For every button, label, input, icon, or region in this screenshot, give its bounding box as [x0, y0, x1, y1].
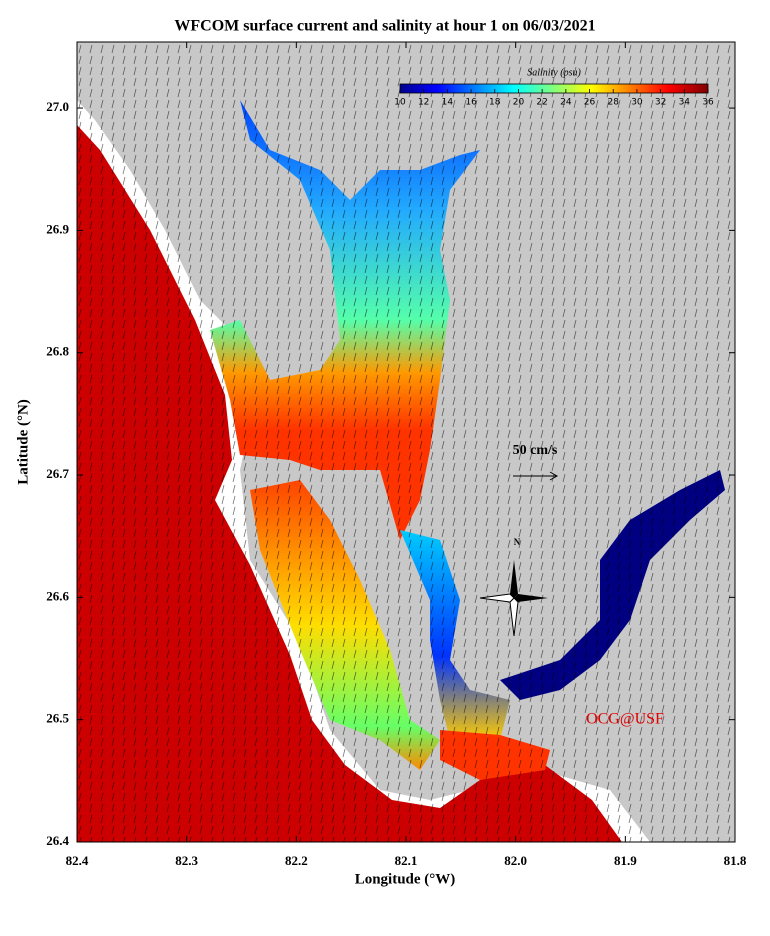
y-tick-label: 27.0: [46, 99, 69, 114]
x-axis-label: Longitude (°W): [355, 871, 456, 887]
y-axis-label: Latitude (°N): [15, 399, 31, 485]
x-tick-label: 81.8: [724, 853, 747, 868]
colorbar-tick-label: 20: [513, 98, 525, 108]
x-tick-label: 81.9: [614, 853, 637, 868]
x-tick-label: 82.0: [504, 853, 527, 868]
map-area: [77, 42, 735, 842]
colorbar-tick-label: 22: [536, 98, 547, 108]
scale-arrow-head: [549, 471, 559, 481]
colorbar-tick-label: 18: [489, 98, 501, 108]
y-tick-label: 26.5: [46, 711, 69, 726]
colorbar: [399, 83, 709, 94]
colorbar-tick-label: 16: [465, 98, 477, 108]
colorbar-tick-label: 24: [560, 98, 572, 108]
colorbar-tick-label: 34: [679, 98, 691, 108]
y-tick-label: 26.8: [46, 344, 69, 359]
y-tick-label: 26.4: [46, 833, 69, 848]
colorbar-tick-label: 28: [608, 98, 620, 108]
y-tick-label: 26.6: [46, 588, 69, 603]
credit: OCG@USF: [586, 711, 664, 728]
colorbar-tick-label: 30: [631, 98, 643, 108]
colorbar-tick-label: 32: [655, 98, 666, 108]
x-tick-label: 82.2: [285, 853, 308, 868]
y-tick-label: 26.9: [46, 221, 69, 236]
colorbar-tick-label: 10: [394, 98, 406, 108]
current-vectors: [77, 42, 735, 842]
colorbar-tick-label: 26: [584, 98, 596, 108]
colorbar-title: Salinity (psu): [527, 67, 581, 78]
colorbar-tick-label: 36: [702, 98, 714, 108]
y-tick-label: 26.7: [46, 466, 69, 481]
x-tick-label: 82.4: [66, 853, 89, 868]
scale-label: 50 cm/s: [513, 443, 558, 458]
x-tick-label: 82.3: [175, 853, 198, 868]
colorbar-tick-label: 14: [442, 98, 454, 108]
north-label: N: [514, 537, 521, 547]
title: WFCOM surface current and salinity at ho…: [174, 18, 595, 35]
x-tick-label: 82.1: [395, 853, 418, 868]
colorbar-tick-label: 12: [418, 98, 429, 108]
north-arrow: [479, 560, 548, 637]
